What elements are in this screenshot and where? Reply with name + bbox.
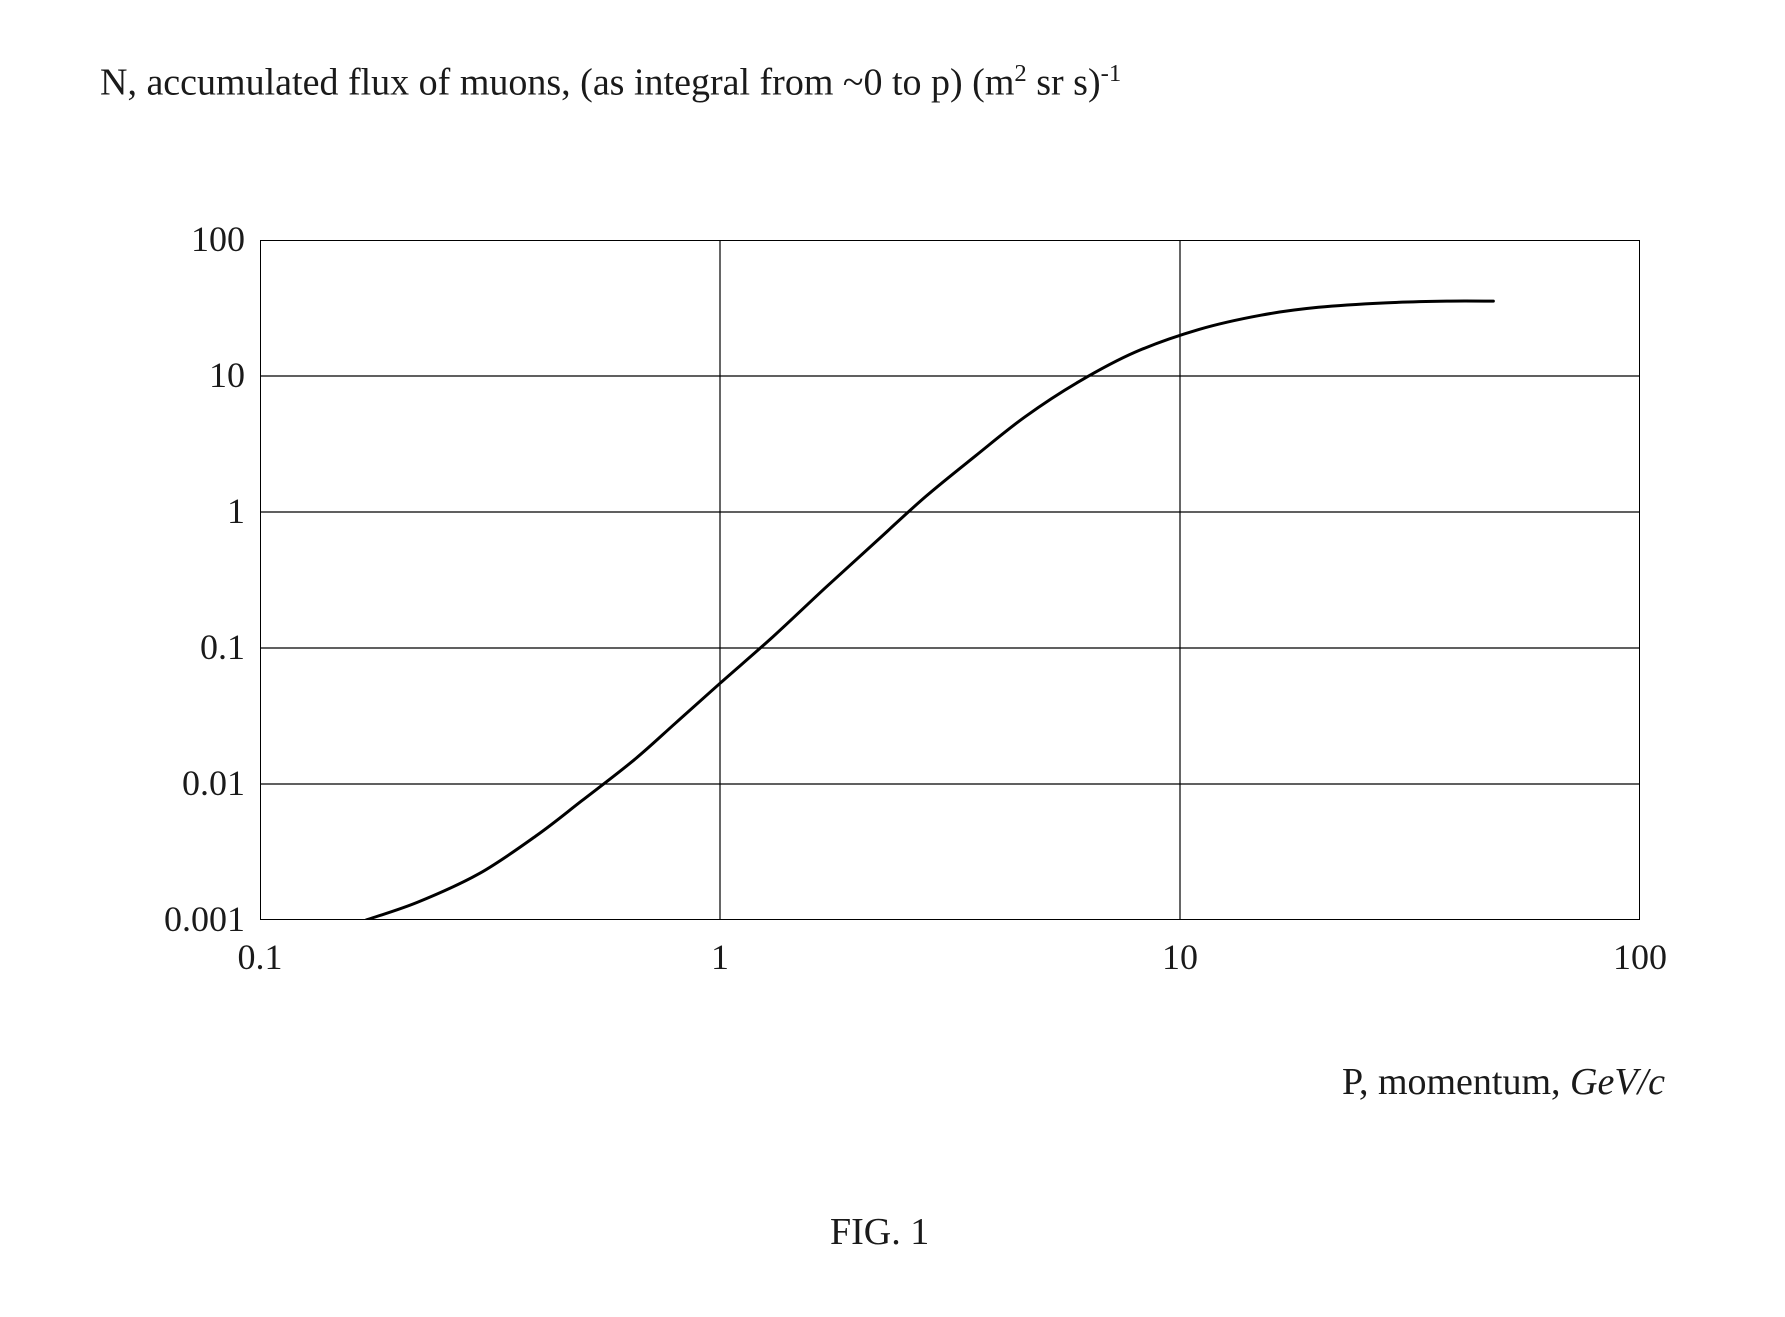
x-tick-label: 1	[660, 936, 780, 978]
page-root: N, accumulated flux of muons, (as integr…	[0, 0, 1785, 1317]
chart-svg	[260, 240, 1640, 920]
x-tick-label: 100	[1580, 936, 1700, 978]
figure-label-text: FIG. 1	[830, 1211, 929, 1253]
y-tick-label: 0.001	[125, 898, 245, 940]
y-tick-label: 0.1	[125, 626, 245, 668]
y-axis-label-sup1: 2	[1014, 60, 1026, 87]
y-tick-label: 10	[125, 354, 245, 396]
y-tick-label: 1	[125, 490, 245, 532]
y-axis-label: N, accumulated flux of muons, (as integr…	[100, 60, 1121, 105]
chart-container	[260, 240, 1640, 920]
x-tick-label: 0.1	[200, 936, 320, 978]
x-axis-label: P, momentum, GeV/c	[1342, 1060, 1665, 1104]
y-axis-label-prefix: N, accumulated flux of muons, (as integr…	[100, 62, 1014, 104]
y-tick-label: 100	[125, 218, 245, 260]
y-axis-label-mid: sr s)	[1027, 62, 1101, 104]
x-axis-label-prefix: P, momentum,	[1342, 1061, 1570, 1103]
figure-label: FIG. 1	[830, 1210, 929, 1254]
x-tick-label: 10	[1120, 936, 1240, 978]
y-axis-label-sup2: -1	[1101, 60, 1122, 87]
x-axis-label-unit: GeV/c	[1570, 1061, 1665, 1103]
y-tick-label: 0.01	[125, 762, 245, 804]
